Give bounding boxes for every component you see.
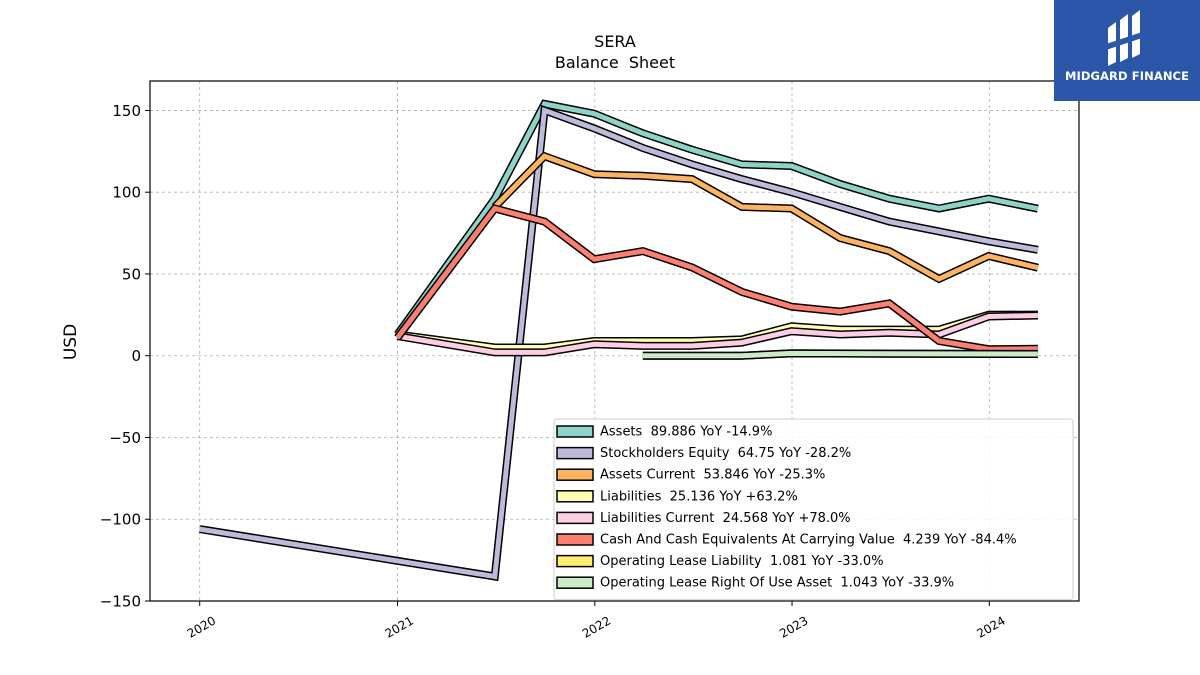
- brand-name: MIDGARD FINANCE: [1064, 69, 1190, 83]
- legend-swatch: [556, 554, 594, 568]
- y-tick-label: 50: [122, 265, 141, 283]
- series-line-outline: [491, 151, 1039, 284]
- x-tick-label: 2020: [185, 613, 218, 640]
- series-assets: [394, 99, 1039, 337]
- series-line: [642, 350, 1038, 359]
- legend-swatch: [556, 425, 594, 438]
- y-tick-label: −150: [100, 593, 141, 611]
- x-tick-label: 2021: [383, 613, 416, 640]
- legend-label: Operating Lease Right Of Use Asset 1.043…: [600, 576, 954, 591]
- chart-subtitle: Balance Sheet: [555, 53, 675, 72]
- x-tick-label: 2024: [974, 613, 1007, 640]
- chart-title: SERA: [594, 32, 636, 51]
- legend-swatch: [556, 468, 594, 481]
- midgard-logo-icon: [1106, 10, 1148, 66]
- series-line: [493, 153, 1039, 282]
- legend-swatch: [556, 490, 594, 503]
- series-line: [395, 205, 1038, 352]
- series-liabilities-current: [396, 311, 1038, 357]
- y-tick-label: 100: [112, 184, 141, 202]
- series-stockholders-equity: [199, 104, 1039, 582]
- legend-frame: [553, 418, 1074, 601]
- y-tick-label: −100: [100, 511, 141, 529]
- series-assets-current: [491, 151, 1039, 284]
- series-line: [397, 313, 1038, 355]
- legend-label: Stockholders Equity 64.75 YoY -28.2%: [600, 446, 851, 461]
- legend-swatch: [556, 533, 594, 546]
- legend-label: Cash And Cash Equivalents At Carrying Va…: [600, 533, 1017, 548]
- series-line: [395, 101, 1039, 336]
- legend-swatch: [556, 511, 594, 525]
- legend-swatch: [556, 446, 594, 460]
- series-line-outline: [394, 99, 1039, 337]
- y-tick-label: 0: [131, 347, 141, 365]
- legend-label: Assets 89.886 YoY -14.9%: [600, 425, 772, 440]
- brand-logo: MIDGARD FINANCE: [1054, 0, 1200, 101]
- series-operating-lease-right-of-use-asset: [642, 349, 1038, 360]
- series-cash-and-cash-equivalents-at-carrying-value: [394, 203, 1038, 354]
- legend-label: Assets Current 53.846 YoY -25.3%: [600, 468, 825, 483]
- series-line: [199, 106, 1039, 580]
- y-tick-label: 150: [112, 102, 141, 120]
- legend-label: Liabilities 25.136 YoY +63.2%: [600, 489, 798, 504]
- series-group: [199, 99, 1039, 582]
- legend-label: Liabilities Current 24.568 YoY +78.0%: [600, 511, 851, 526]
- legend-swatch: [556, 576, 594, 589]
- y-axis-label: USD: [61, 324, 81, 360]
- legend-label: Operating Lease Liability 1.081 YoY -33.…: [600, 554, 884, 569]
- x-tick-label: 2023: [777, 613, 810, 640]
- x-tick-label: 2022: [580, 613, 613, 640]
- plot-frame: [149, 80, 1080, 602]
- legend: Assets 89.886 YoY -14.9% Stockholders Equ…: [553, 418, 1074, 601]
- y-tick-label: −50: [109, 429, 141, 447]
